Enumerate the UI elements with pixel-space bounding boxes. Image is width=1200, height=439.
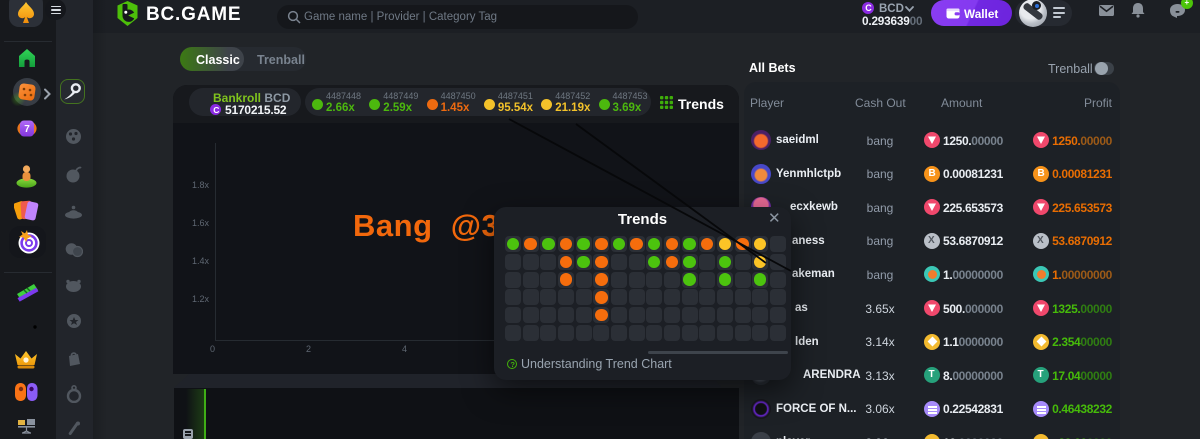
svg-text:7: 7: [24, 124, 30, 135]
